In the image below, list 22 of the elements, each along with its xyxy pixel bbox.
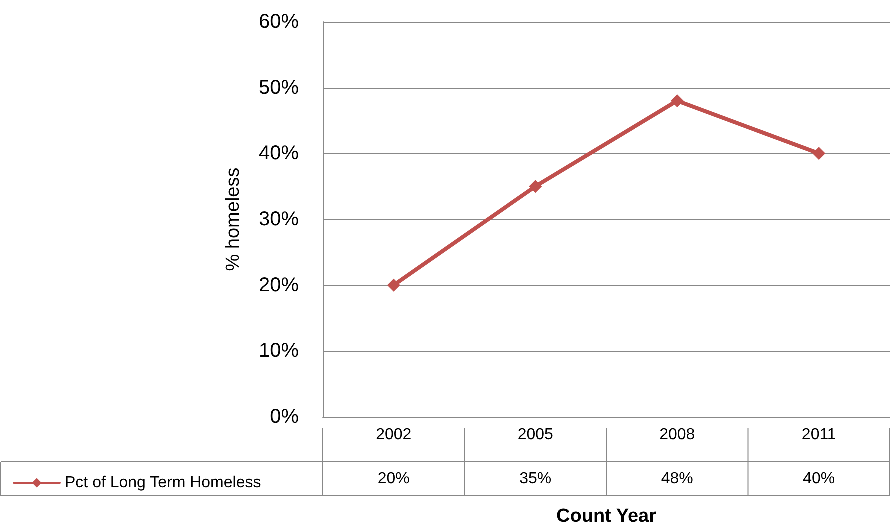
point [812,147,826,160]
x-tick-label: 2005 [518,426,554,444]
x-axis-title: Count Year [556,506,658,527]
data-label: 40% [803,470,836,488]
y-tick-label: 30% [258,208,300,230]
data-label: 20% [378,470,410,488]
y-axis-title: % homeless [223,168,244,272]
data-label: 35% [520,470,552,488]
y-tick-label: 40% [258,142,300,165]
point [670,94,684,108]
point [529,180,542,194]
x-tick-label: 2011 [802,426,836,444]
y-tick-label: 0% [270,406,300,428]
y-tick-label: 50% [258,76,300,99]
x-tick-label: 2008 [660,426,696,444]
data-label: 48% [661,470,694,488]
legend-label: Pct of Long Term Homeless [65,474,262,492]
y-tick-label: 10% [258,340,300,362]
y-tick-label: 60% [258,11,300,33]
x-tick-label: 2002 [376,426,412,444]
y-tick-label: 20% [258,274,300,296]
point [387,278,400,292]
